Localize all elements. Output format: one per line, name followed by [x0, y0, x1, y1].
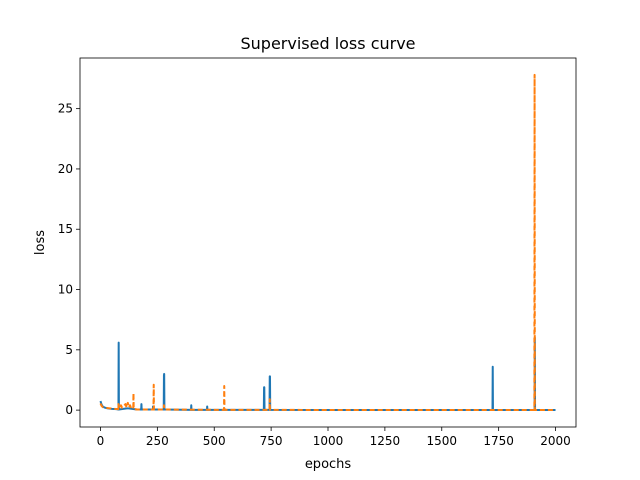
series-line-1 [99, 336, 556, 411]
x-tick-label: 2000 [540, 434, 571, 448]
x-tick-label: 500 [203, 434, 226, 448]
x-tick-label: 1750 [483, 434, 514, 448]
x-tick-label: 0 [97, 434, 105, 448]
plot-frame [79, 57, 577, 428]
y-axis: 0 5 10 15 20 25 [58, 102, 80, 417]
x-tick-label: 750 [260, 434, 283, 448]
y-axis-label: loss [33, 230, 48, 255]
y-tick-label: 5 [65, 343, 73, 357]
y-tick-label: 10 [58, 283, 73, 297]
x-axis: 0 250 500 750 1000 1250 1500 1750 2000 [97, 427, 571, 448]
series-line-2 [99, 73, 556, 411]
x-tick-label: 1250 [370, 434, 401, 448]
y-tick-label: 15 [58, 222, 73, 236]
y-tick-label: 20 [58, 162, 73, 176]
y-tick-label: 0 [65, 403, 73, 417]
x-axis-label: epochs [305, 457, 352, 472]
x-tick-label: 1500 [426, 434, 457, 448]
x-tick-label: 1000 [313, 434, 344, 448]
chart-title: Supervised loss curve [240, 34, 415, 53]
x-tick-label: 250 [146, 434, 169, 448]
y-tick-label: 25 [58, 102, 73, 116]
plot-area [99, 73, 556, 411]
